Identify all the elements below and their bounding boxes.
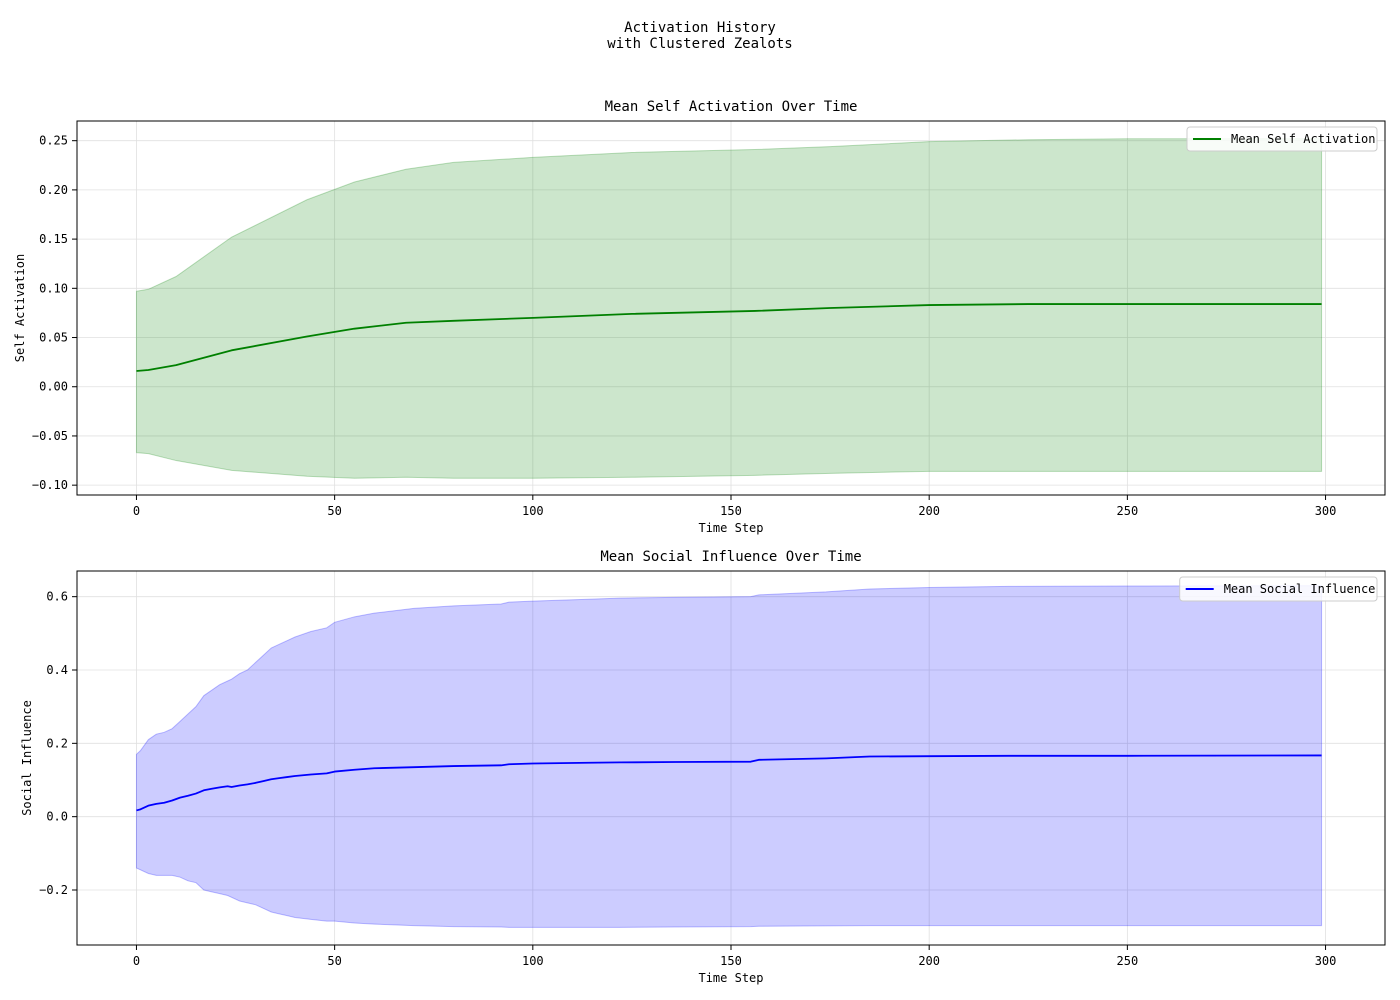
- legend: Mean Self Activation: [1186, 126, 1378, 152]
- y-tick-label: 0.15: [39, 232, 68, 246]
- x-tick-label: 50: [327, 954, 341, 968]
- legend-label: Mean Self Activation: [1231, 132, 1376, 146]
- y-tick-label: 0.6: [46, 590, 68, 604]
- plot-area: 0 50 100 150 200 250 300 −0.10 −0.05 0.00 0.05 0.10…: [32, 120, 1386, 518]
- x-tick-label: 300: [1315, 504, 1337, 518]
- y-tick-label: 0.20: [39, 183, 68, 197]
- y-tick-label: −0.10: [32, 478, 68, 492]
- x-tick-label: 250: [1117, 954, 1139, 968]
- legend-box: [1186, 126, 1378, 152]
- std-band: [135, 585, 1323, 928]
- chart-social-influence: Mean Social Influence Over Time Time Ste…: [20, 549, 1386, 985]
- y-tick-label: −0.05: [32, 429, 68, 443]
- legend-label: Mean Social Influence: [1224, 582, 1376, 596]
- std-band: [135, 138, 1323, 479]
- x-tick-label: 100: [522, 504, 544, 518]
- series-line: [136, 754, 1322, 812]
- y-tick-label: 0.00: [39, 380, 68, 394]
- y-tick-label: 0.0: [46, 810, 68, 824]
- legend: Mean Social Influence: [1179, 576, 1378, 602]
- y-tick-label: 0.4: [46, 663, 68, 677]
- chart-title: Mean Social Influence Over Time: [600, 549, 861, 565]
- x-tick-label: 200: [918, 954, 940, 968]
- x-axis-label: Time Step: [698, 521, 763, 535]
- x-tick-label: 0: [133, 954, 140, 968]
- x-tick-label: 0: [133, 504, 140, 518]
- y-axis-label: Self Activation: [13, 254, 27, 362]
- plot-area: 0 50 100 150 200 250 300 −0.2 0.0 0.2 0.4 0.6 Mean S…: [39, 570, 1386, 968]
- chart-self-activation: Mean Self Activation Over Time Time Step…: [13, 99, 1386, 535]
- series-line: [136, 303, 1322, 372]
- legend-box: [1179, 576, 1378, 602]
- y-axis-label: Social Influence: [20, 700, 34, 816]
- x-tick-label: 150: [720, 504, 742, 518]
- x-axis-label: Time Step: [698, 971, 763, 985]
- y-tick-label: −0.2: [39, 883, 68, 897]
- x-tick-label: 300: [1315, 954, 1337, 968]
- y-tick-label: 0.25: [39, 134, 68, 148]
- x-tick-label: 200: [918, 504, 940, 518]
- figure-title-line-2: with Clustered Zealots: [607, 36, 792, 52]
- x-tick-label: 100: [522, 954, 544, 968]
- y-tick-label: 0.2: [46, 736, 68, 750]
- x-tick-label: 150: [720, 954, 742, 968]
- figure-title-line-1: Activation History: [624, 20, 776, 36]
- y-tick-label: 0.10: [39, 281, 68, 295]
- x-tick-label: 250: [1117, 504, 1139, 518]
- x-tick-label: 50: [327, 504, 341, 518]
- y-tick-label: 0.05: [39, 331, 68, 345]
- chart-title: Mean Self Activation Over Time: [605, 99, 858, 115]
